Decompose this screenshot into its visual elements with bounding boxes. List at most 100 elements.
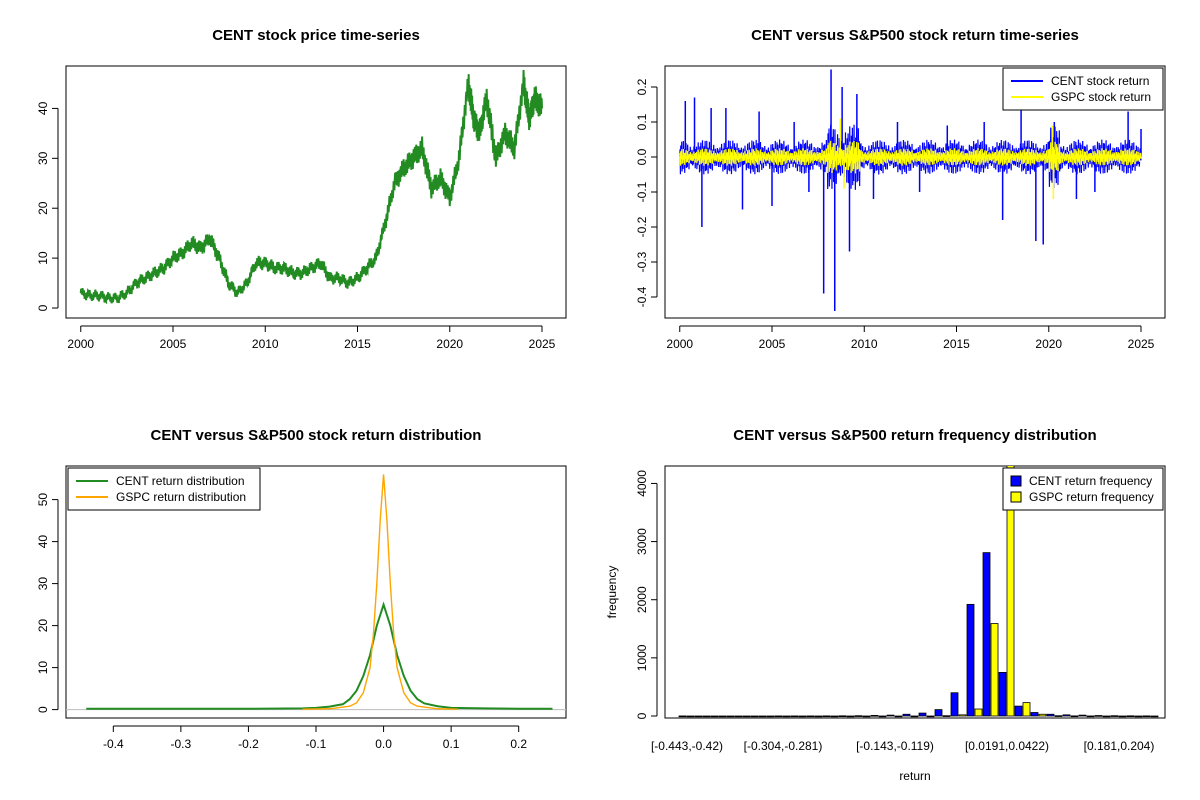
histogram-bar [758,715,767,718]
y-tick-label: -0.2 [635,216,649,237]
histogram-bar [974,708,983,717]
histogram-bar [1118,715,1127,718]
histogram-bar [1078,714,1087,717]
density-series-line [302,474,458,710]
x-tick-label: 2010 [851,337,878,351]
histogram-bar [1046,713,1055,717]
x-tick-label: [-0.143,-0.119) [856,739,934,753]
histogram-bar [822,715,831,718]
x-tick-label: 2005 [759,337,786,351]
histogram-bar [1054,715,1063,717]
y-tick-label: 40 [36,535,50,549]
legend-entry: CENT return distribution [116,474,245,488]
histogram-bar [742,715,751,718]
histogram-bar [838,715,847,718]
x-tick-label: -0.4 [103,737,124,751]
histogram-bar [798,715,807,718]
chart-title: CENT versus S&P500 stock return time-ser… [751,27,1079,44]
histogram-bar [766,715,775,718]
histogram-bar [750,715,759,718]
x-tick-label: 2020 [436,337,463,351]
frequency-histogram-panel: CENT versus S&P500 return frequency dist… [605,427,1166,783]
y-tick-label: 10 [36,251,50,265]
histogram-bar [990,623,999,717]
y-axis-label: frequency [605,566,619,619]
y-tick-label: 50 [36,493,50,507]
histogram-bar [870,715,879,717]
x-tick-label: [-0.304,-0.281) [744,739,823,753]
histogram-bar [710,715,719,718]
histogram-bar [1022,702,1031,717]
x-tick-label: -0.1 [306,737,327,751]
y-tick-label: 20 [36,201,50,215]
y-tick-label: 3000 [635,528,649,555]
legend-entry: CENT stock return [1051,74,1149,88]
histogram-bar [686,715,695,718]
y-tick-label: 2000 [635,586,649,613]
histogram-bar [1062,714,1071,717]
x-axis-label: return [899,769,930,783]
histogram-bar [846,715,855,718]
chart-title: CENT stock price time-series [212,27,420,44]
return-timeseries-panel: CENT versus S&P500 stock return time-ser… [635,27,1166,351]
histogram-bar [1142,715,1151,718]
histogram-bar [1094,715,1103,717]
x-tick-label: 2000 [666,337,693,351]
x-tick-label: -0.3 [171,737,192,751]
y-tick-label: 30 [36,151,50,165]
y-tick-label: 1000 [635,644,649,671]
density-series-line [86,601,553,710]
legend-entry: GSPC return distribution [116,490,246,504]
histogram-bar [678,715,687,718]
histogram-bar [774,715,783,718]
x-tick-label: 2015 [943,337,970,351]
histogram-bars [678,466,1159,718]
y-tick-label: -0.4 [635,286,649,307]
histogram-bar [926,715,935,718]
y-tick-label: 0.1 [635,113,649,130]
histogram-bar [966,603,975,717]
return-distribution-panel: CENT versus S&P500 stock return distribu… [36,427,567,751]
x-tick-label: 2010 [252,337,279,351]
histogram-bar [1030,712,1039,717]
y-tick-label: -0.3 [635,251,649,272]
histogram-bar [862,715,871,718]
y-tick-label: 4000 [635,470,649,497]
histogram-bar [1126,715,1135,718]
x-tick-label: 2000 [67,337,94,351]
legend-box [1002,67,1164,111]
y-tick-label: 0.2 [635,78,649,95]
x-tick-label: 0.2 [510,737,527,751]
x-tick-label: 2025 [529,337,556,351]
x-tick-label: [0.181,0.204) [1084,739,1155,753]
price-chart-panel: CENT stock price time-series 2000 2005 201… [36,27,567,351]
y-tick-label: 10 [36,661,50,675]
histogram-bar [718,715,727,718]
legend-box [67,467,261,511]
legend-box [1002,467,1164,511]
histogram-bar [830,715,839,718]
y-tick-label: 30 [36,577,50,591]
histogram-bar [1110,715,1119,717]
price-series-line [79,70,544,305]
legend-entry: GSPC return frequency [1029,490,1154,504]
return-series-line [679,140,1142,174]
histogram-bar [1070,715,1079,718]
histogram-bar [790,715,799,718]
x-tick-label: 2020 [1035,337,1062,351]
x-tick-label: -0.2 [238,737,259,751]
histogram-bar [782,715,791,718]
histogram-bar [902,713,911,717]
histogram-bar [1150,715,1159,718]
histogram-bar [1014,705,1023,717]
histogram-bar [1038,713,1047,717]
histogram-bar [854,715,863,717]
x-tick-label: [0.0191,0.0422) [965,739,1049,753]
histogram-bar [942,715,951,717]
histogram-bar [982,552,991,717]
histogram-bar [1102,715,1111,718]
histogram-bar [998,671,1007,717]
plot-frame [65,465,567,719]
histogram-bar [726,715,735,718]
chart-title: CENT versus S&P500 stock return distribu… [151,427,482,444]
